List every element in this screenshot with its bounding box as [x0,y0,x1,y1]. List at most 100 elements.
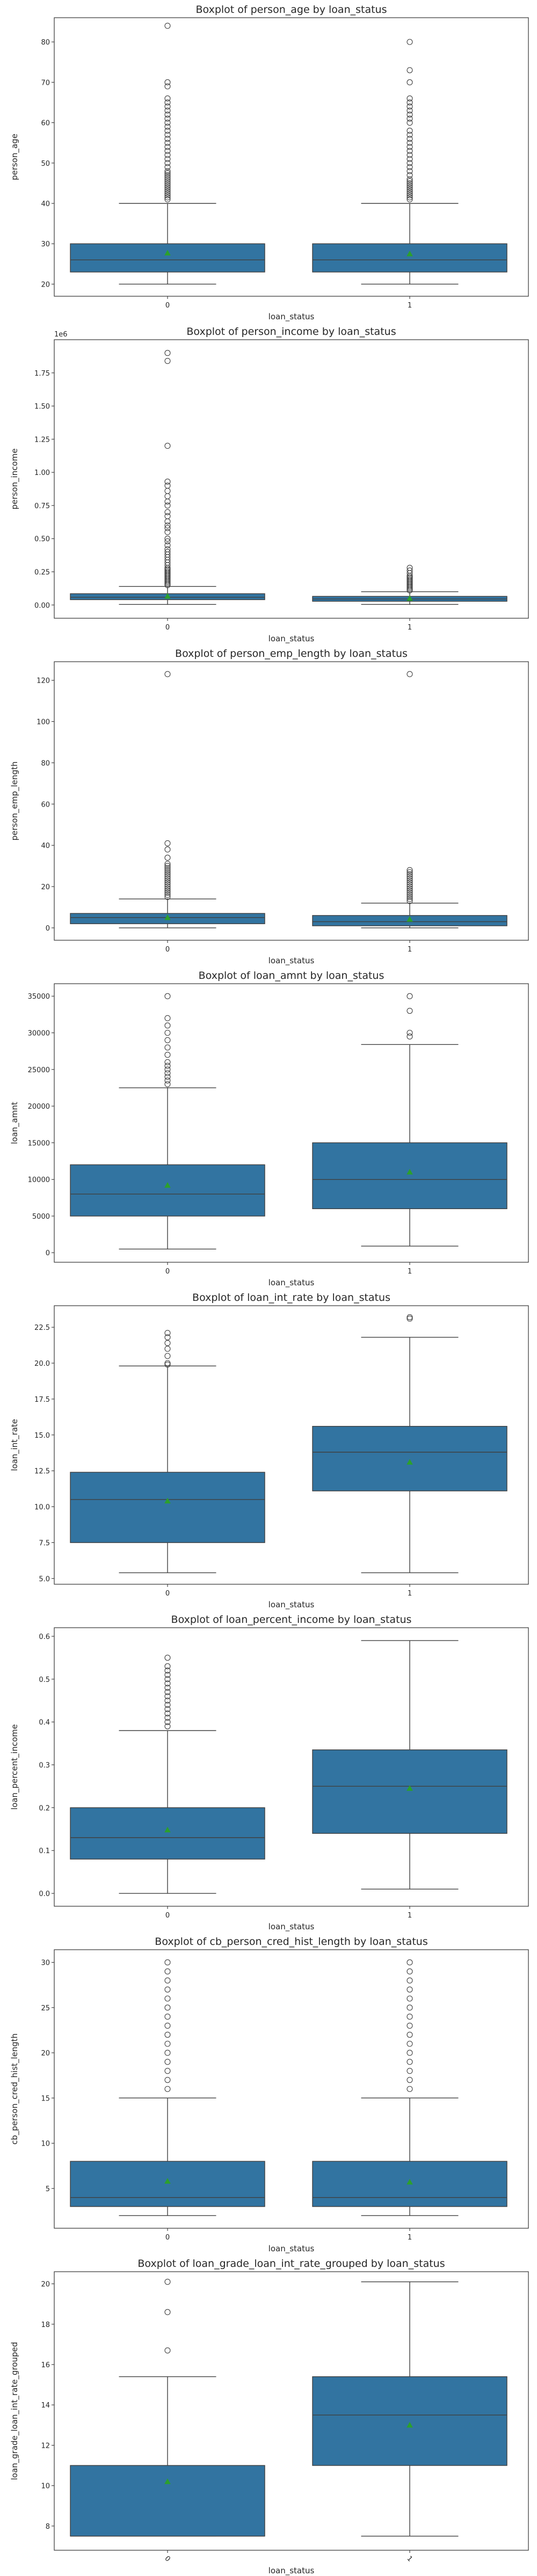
outlier-point [164,2347,171,2354]
y-tick-label: 30000 [28,1030,50,1038]
mean-marker [164,2178,171,2184]
outlier-point [164,993,171,999]
outlier-point [407,111,413,118]
y-tick-label: 25 [41,2004,50,2012]
chart-title: Boxplot of cb_person_cred_hist_length by… [155,1936,427,1948]
outlier-point [164,875,171,882]
chart-title: Boxplot of person_age by loan_status [196,4,387,16]
outlier-point [407,1315,413,1322]
mean-marker [164,592,171,599]
outlier-point [407,99,413,106]
outlier-point [407,194,413,201]
y-tick-label: 70 [41,79,50,87]
y-tick-label: 1.00 [34,469,50,477]
outlier-point [407,671,413,677]
y-axis-label: person_emp_length [10,762,20,841]
y-tick-label: 0.1 [39,1847,50,1855]
x-tick-label: 0 [165,946,170,954]
outlier-point [407,1959,413,1966]
outlier-point [407,190,413,196]
x-tick-label: 1 [408,1268,412,1276]
chart-title: Boxplot of person_income by loan_status [186,326,396,338]
outlier-point [407,136,413,142]
x-tick-label: 1 [408,1590,412,1598]
outlier-point [407,1986,413,1993]
iqr-box [70,2465,265,2537]
outlier-point [164,536,171,542]
chart-panel-1: Boxplot of person_income by loan_status 0… [10,326,529,644]
outlier-point [407,567,413,574]
outlier-point [164,99,171,106]
y-tick-label: 0.0 [39,1890,50,1898]
plot-frame [54,1949,529,2229]
outlier-point [164,1037,171,1043]
outlier-point [164,888,171,894]
mean-marker [164,1182,171,1188]
mean-marker [164,914,171,920]
outlier-point [164,164,171,170]
outlier-point [164,168,171,174]
y-tick-label: 30 [41,240,50,248]
outlier-point [164,120,171,126]
x-axis-label: loan_status [268,1600,315,1610]
y-tick-label: 5.0 [39,1575,50,1583]
outlier-point [407,871,413,877]
x-axis-label: loan_status [268,1922,315,1932]
y-tick-label: 12.5 [34,1468,50,1476]
iqr-box [312,243,507,273]
outlier-point [164,1667,171,1674]
y-axis-label: person_age [10,134,20,180]
outlier-point [164,1070,171,1077]
outlier-point [164,83,171,90]
plot-frame [54,1627,529,1907]
outlier-point [164,188,171,194]
outlier-point [407,1029,413,1036]
outlier-point [407,1977,413,1984]
y-tick-label: 0.4 [39,1719,50,1727]
outlier-point [164,861,171,867]
outlier-point [407,120,413,126]
outlier-point [407,890,413,896]
outlier-point [164,522,171,529]
chart-panel-5: Boxplot of loan_percent_income by loan_s… [10,1614,529,1932]
y-tick-label: 0 [46,925,50,933]
y-tick-label: 35000 [28,993,50,1001]
outlier-point [164,1063,171,1069]
outlier-point [407,2085,413,2092]
outlier-point [164,350,171,356]
outlier-point [407,140,413,146]
y-tick-label: 0 [46,1249,50,1257]
box-group-1 [312,39,507,285]
mean-marker [407,595,413,601]
y-axis-label: loan_int_rate [10,1419,20,1471]
mean-marker [407,1168,413,1175]
outlier-point [407,79,413,85]
outlier-point [407,39,413,45]
outlier-point [164,840,171,846]
y-tick-label: 22.5 [34,1324,50,1332]
outlier-point [164,190,171,196]
y-tick-label: 15 [41,2095,50,2103]
outlier-point [164,885,171,892]
box-group-0 [70,23,265,285]
y-tick-label: 0.50 [34,536,50,544]
y-axis-label: person_income [10,449,20,510]
outlier-point [407,885,413,892]
outlier-point [407,131,413,138]
mean-marker [407,1785,413,1791]
outlier-point [407,196,413,203]
outlier-point [164,357,171,364]
outlier-point [164,140,171,146]
mean-marker [407,250,413,257]
outlier-point [164,131,171,138]
outlier-point [164,1685,171,1691]
mean-marker [164,1826,171,1833]
y-tick-label: 7.5 [39,1539,50,1547]
y-tick-label: 50 [41,160,50,168]
y-tick-label: 14 [41,2402,50,2410]
outlier-point [164,1672,171,1678]
outlier-point [164,529,171,535]
outlier-point [407,1968,413,1974]
outlier-point [407,128,413,134]
